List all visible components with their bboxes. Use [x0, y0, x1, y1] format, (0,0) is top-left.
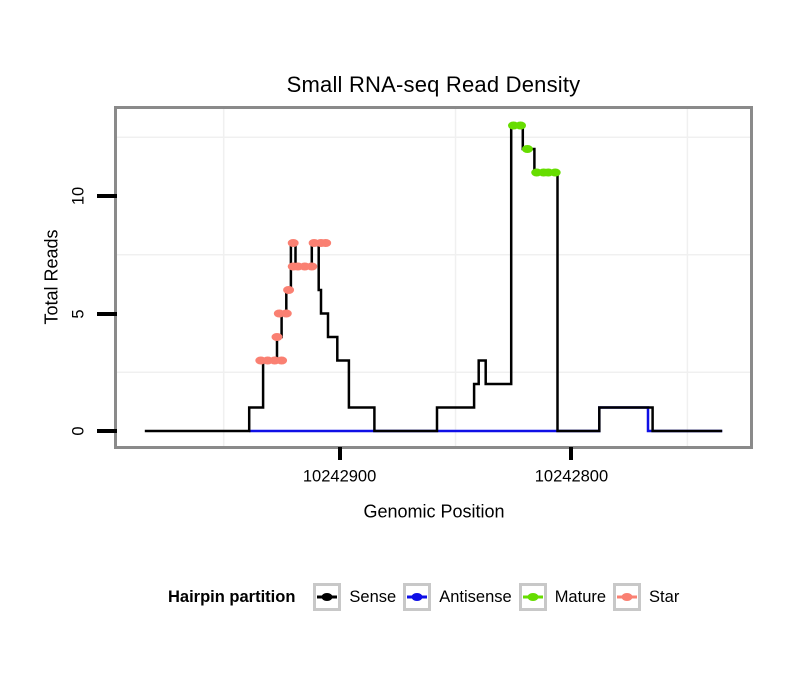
legend-label-sense: Sense — [349, 587, 397, 606]
legend-key-sense — [313, 583, 342, 611]
y-tick-mark — [97, 194, 117, 198]
x-tick-mark — [337, 447, 342, 460]
star-dot — [280, 309, 292, 318]
legend-label-antisense: Antisense — [439, 587, 512, 606]
legend-key-star — [613, 583, 642, 611]
x-axis-title: Genomic Position — [363, 501, 505, 522]
star-dot — [287, 239, 299, 247]
series-antisense-line — [249, 406, 723, 433]
y-tick-mark — [97, 429, 117, 433]
y-tick-label: 0 — [69, 426, 88, 436]
mature-key-dot — [527, 593, 539, 601]
series-sense-line — [144, 124, 723, 433]
legend-item-sense: Sense — [313, 583, 396, 611]
plot-panel — [114, 106, 753, 449]
mature-dot — [515, 121, 526, 130]
plot-canvas — [117, 109, 750, 446]
mature-dot — [521, 145, 533, 153]
legend-label-star: Star — [649, 587, 680, 606]
star-dot — [271, 333, 283, 341]
mature-dot — [549, 168, 561, 177]
x-tick-mark — [569, 447, 574, 460]
x-tick-label: 10242900 — [302, 467, 377, 486]
legend-item-mature: Mature — [518, 583, 607, 611]
y-tick-label: 10 — [69, 186, 88, 206]
antisense-key-dot — [411, 593, 423, 601]
sense-key-dot — [321, 593, 333, 601]
star-dot — [283, 286, 295, 294]
legend: Hairpin partition Sense Antisense Mature St… — [168, 582, 679, 612]
star-dot — [276, 356, 288, 365]
legend-item-antisense: Antisense — [403, 583, 512, 611]
star-key-dot — [621, 593, 633, 601]
y-tick-mark — [97, 311, 117, 316]
legend-label-mature: Mature — [554, 587, 607, 606]
y-axis-title: Total Reads — [41, 229, 62, 325]
legend-item-star: Star — [613, 583, 679, 611]
star-dot — [320, 239, 332, 247]
legend-key-antisense — [403, 583, 432, 611]
x-tick-label: 10242800 — [534, 467, 609, 486]
legend-title: Hairpin partition — [168, 587, 296, 606]
chart-title: Small RNA-seq Read Density — [286, 72, 581, 97]
y-tick-label: 5 — [69, 308, 88, 319]
star-dot — [306, 262, 318, 271]
legend-key-mature — [518, 583, 547, 611]
